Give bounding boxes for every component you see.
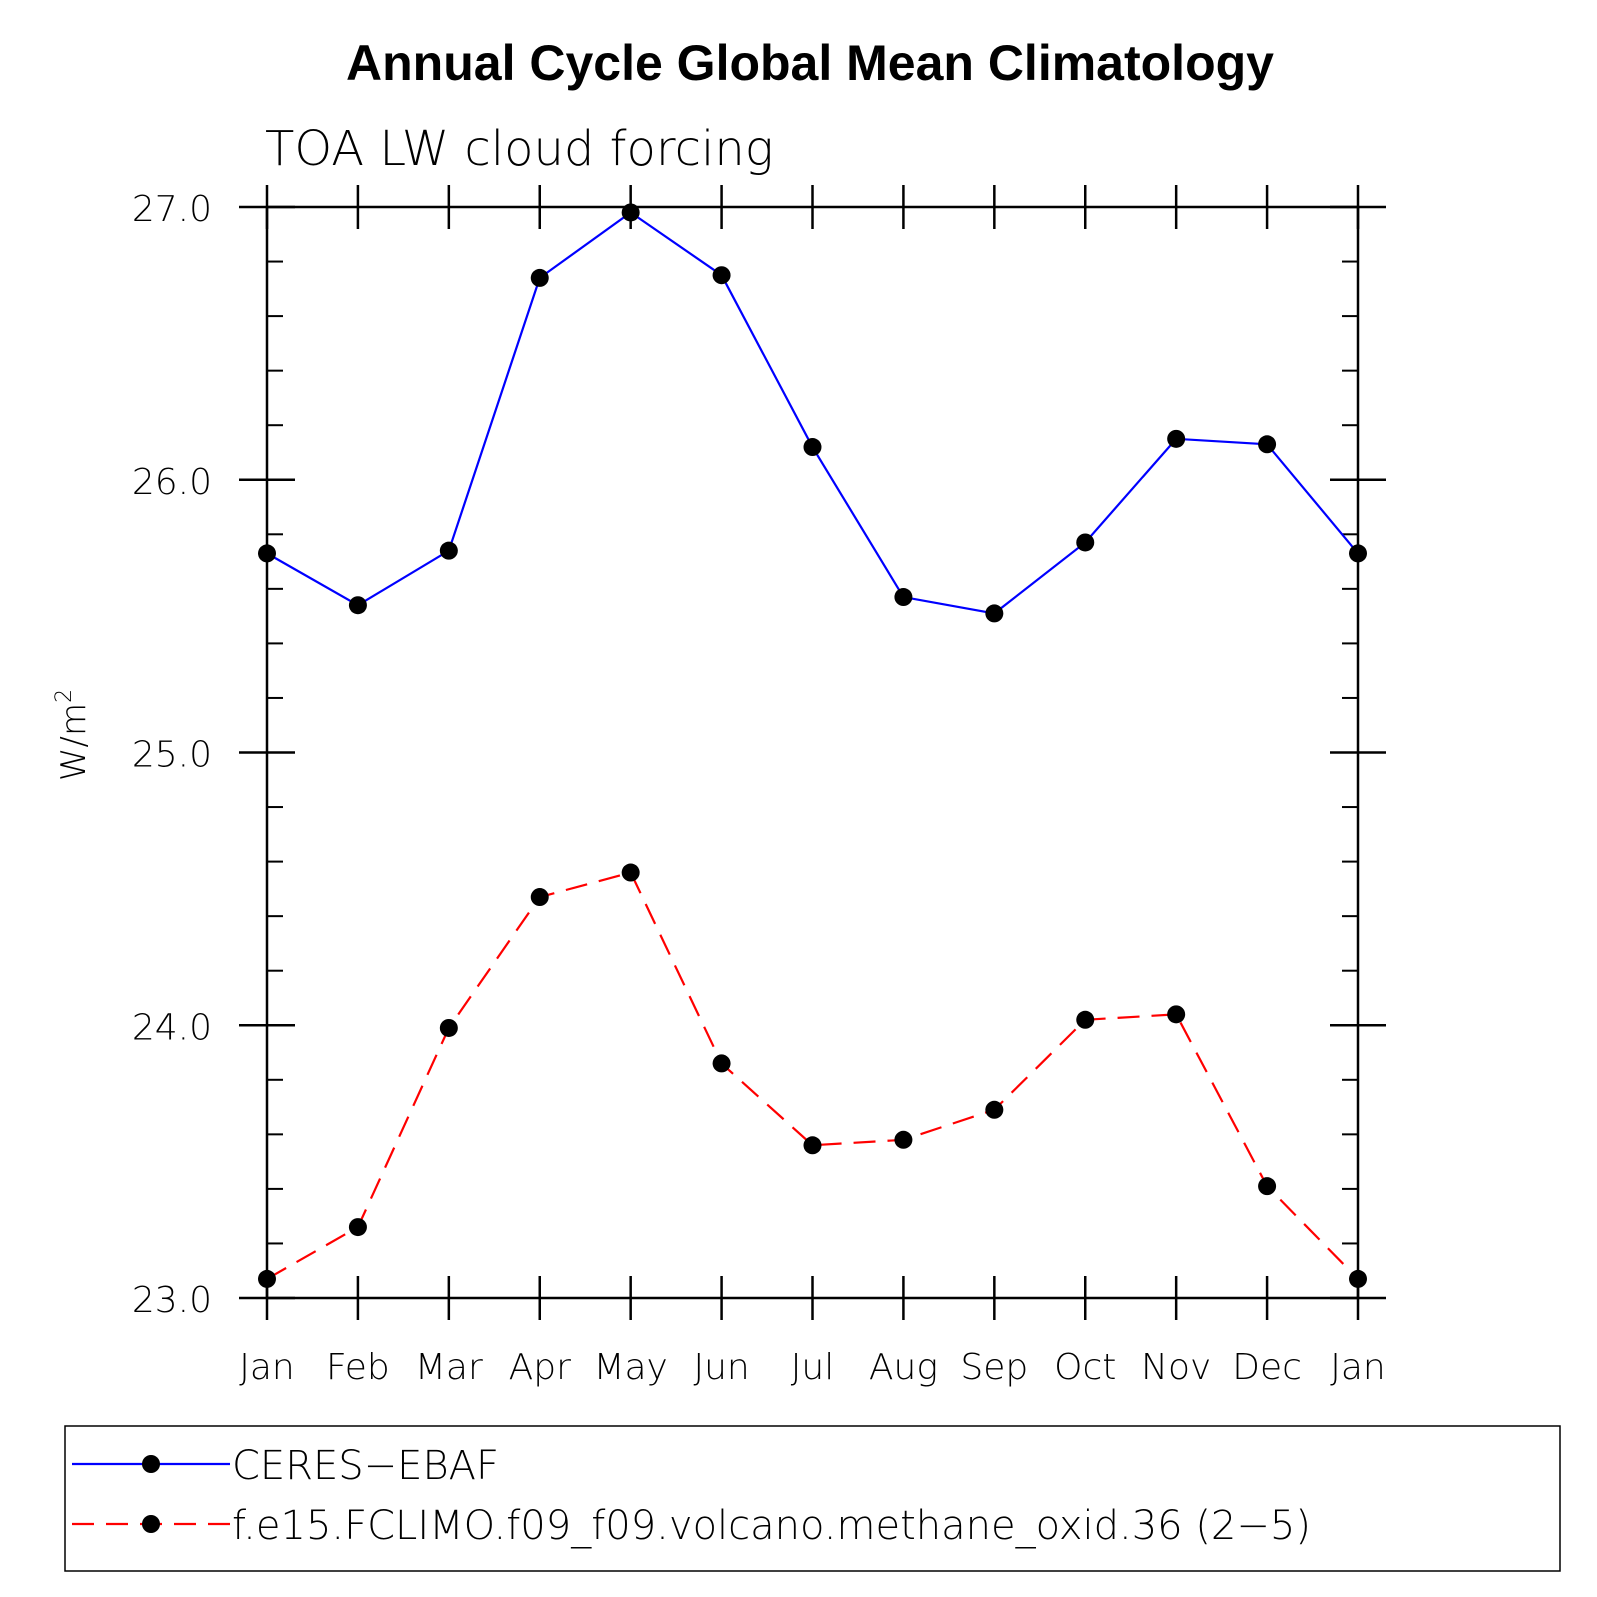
data-point-series-0 bbox=[348, 596, 367, 615]
legend-marker-0 bbox=[142, 1455, 160, 1473]
y-axis-label-superscript: 2 bbox=[52, 689, 77, 703]
y-axis-label: W/m2 bbox=[52, 689, 94, 781]
data-point-series-1 bbox=[530, 888, 549, 907]
y-tick-label: 26.0 bbox=[132, 462, 212, 503]
y-tick-label: 24.0 bbox=[132, 1007, 212, 1048]
x-tick-label: Oct bbox=[1054, 1347, 1116, 1388]
data-point-series-0 bbox=[439, 541, 458, 560]
data-point-series-1 bbox=[1349, 1269, 1367, 1288]
x-tick-label: Dec bbox=[1232, 1347, 1302, 1388]
x-tick-label: Mar bbox=[415, 1347, 483, 1388]
y-tick-label: 25.0 bbox=[132, 735, 212, 776]
x-tick-label: May bbox=[593, 1347, 667, 1388]
data-point-series-0 bbox=[803, 438, 822, 457]
data-point-series-1 bbox=[1258, 1177, 1277, 1196]
series-line-1 bbox=[266, 871, 1359, 1280]
data-point-series-1 bbox=[985, 1100, 1004, 1119]
data-point-series-0 bbox=[1076, 533, 1095, 552]
data-point-series-0 bbox=[621, 203, 640, 222]
data-point-series-1 bbox=[894, 1130, 913, 1149]
data-point-series-0 bbox=[894, 588, 913, 607]
data-point-series-0 bbox=[712, 266, 731, 285]
data-point-series-1 bbox=[439, 1018, 458, 1037]
legend-marker-1 bbox=[142, 1515, 160, 1533]
data-point-series-0 bbox=[530, 268, 549, 287]
y-tick-label: 27.0 bbox=[132, 189, 212, 230]
data-point-series-1 bbox=[1076, 1010, 1095, 1029]
y-tick-label: 23.0 bbox=[132, 1280, 212, 1321]
series-line-0 bbox=[266, 211, 1359, 615]
series-layer bbox=[258, 203, 1367, 1288]
data-point-series-0 bbox=[1349, 544, 1367, 563]
legend-box bbox=[64, 1425, 1561, 1572]
axes: Jan Feb Mar Apr May Jun Jul Aug Sep Oct Nov Dec Jan 2… bbox=[132, 185, 1386, 1388]
data-point-series-1 bbox=[1167, 1005, 1186, 1024]
legend-label-1: f.e15.FCLIMO.f09_f09.volcano.methane_oxi… bbox=[232, 1503, 1311, 1549]
x-tick-label: Jun bbox=[693, 1347, 749, 1388]
data-point-series-0 bbox=[1258, 435, 1277, 454]
plot-frame bbox=[265, 205, 1360, 1300]
x-tick-label: Sep bbox=[960, 1347, 1028, 1388]
y-axis-label-text: W/m bbox=[54, 703, 94, 781]
x-tick-label: Feb bbox=[326, 1347, 390, 1388]
data-point-series-1 bbox=[348, 1218, 367, 1237]
x-tick-label: Nov bbox=[1141, 1347, 1211, 1388]
data-point-series-1 bbox=[621, 863, 640, 882]
x-tick-label: Jan bbox=[239, 1347, 295, 1388]
legend: CERES−EBAF f.e15.FCLIMO.f09_f09.volcano.m… bbox=[72, 1443, 1311, 1549]
chart-title: Annual Cycle Global Mean Climatology bbox=[346, 35, 1274, 91]
x-tick-label: Apr bbox=[509, 1347, 571, 1388]
x-tick-label: Jul bbox=[791, 1347, 834, 1388]
data-point-series-1 bbox=[258, 1269, 276, 1288]
chart-subtitle: TOA LW cloud forcing bbox=[265, 121, 774, 177]
legend-label-0: CERES−EBAF bbox=[232, 1443, 499, 1489]
data-point-series-1 bbox=[712, 1054, 731, 1073]
data-point-series-1 bbox=[803, 1136, 822, 1155]
x-tick-label: Jan bbox=[1330, 1347, 1386, 1388]
data-point-series-0 bbox=[1167, 429, 1186, 448]
x-tick-label: Aug bbox=[869, 1347, 938, 1388]
data-point-series-0 bbox=[985, 604, 1004, 623]
data-point-series-0 bbox=[258, 544, 276, 563]
